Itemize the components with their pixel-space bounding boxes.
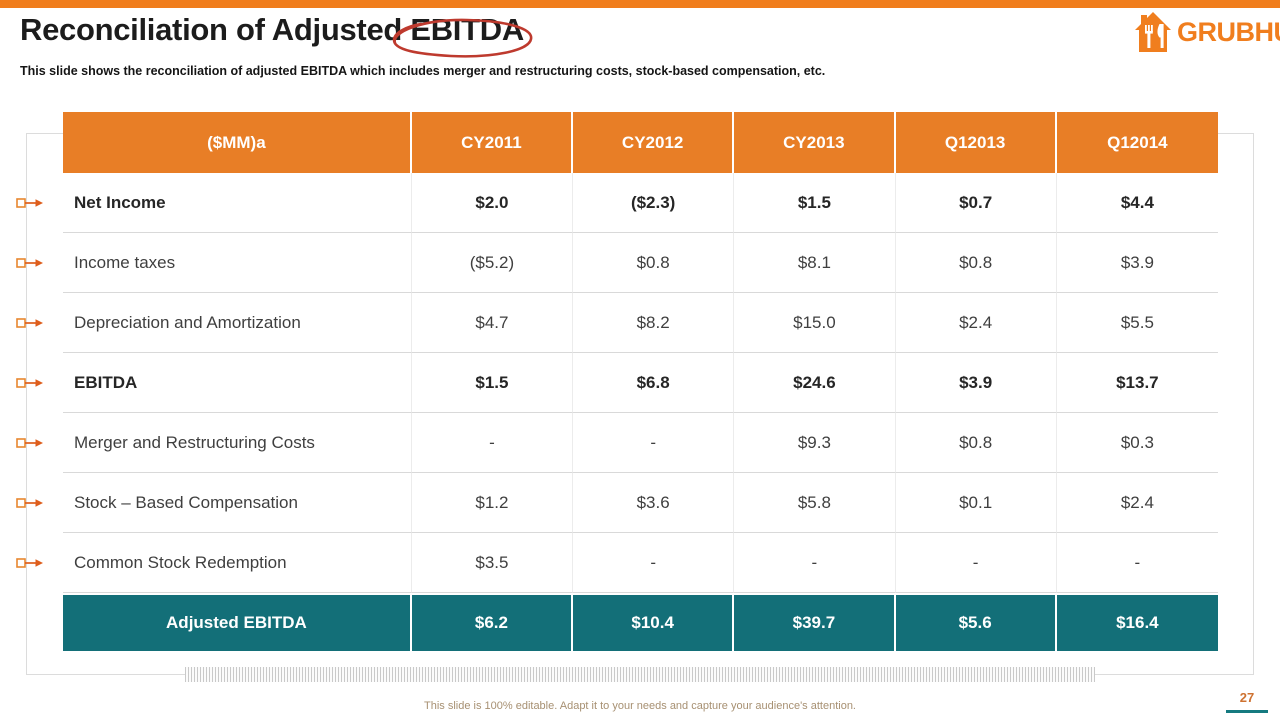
cell-value: - [411,413,574,473]
table-total-row: Adjusted EBITDA $6.2 $10.4 $39.7 $5.6 $1… [63,593,1218,651]
cell-value: $10.4 [573,593,735,651]
table-header-row: ($MM)a CY2011 CY2012 CY2013 Q12013 Q1201… [63,112,1218,173]
row-label: Depreciation and Amortization [63,293,412,353]
table-row: EBITDA $1.5 $6.8 $24.6 $3.9 $13.7 [63,353,1218,413]
grubhub-logo: GRUBHUB [1134,11,1280,53]
cell-value: $6.8 [573,353,735,413]
row-pointer-arrow-icon [16,198,43,208]
cell-value: $2.4 [1056,473,1218,533]
row-label: EBITDA [63,353,412,413]
cell-value: ($5.2) [411,233,574,293]
row-label: Net Income [63,173,412,233]
cell-value: $2.4 [895,293,1057,353]
cell-value: $15.0 [734,293,896,353]
grubhub-house-icon [1135,12,1171,52]
row-label: Merger and Restructuring Costs [63,413,412,473]
table-row: Common Stock Redemption $3.5 - - - - [63,533,1218,593]
cell-value: $16.4 [1056,593,1218,651]
cell-value: $5.6 [895,593,1057,651]
column-header: Q12014 [1056,112,1218,173]
cell-value: $8.2 [573,293,735,353]
row-pointer-arrow-icon [16,258,43,268]
cell-value: $1.5 [734,173,896,233]
footer-note: This slide is 100% editable. Adapt it to… [424,700,856,712]
cell-value: $2.0 [411,173,574,233]
cell-value: $0.3 [1056,413,1218,473]
table-row: Merger and Restructuring Costs - - $9.3 … [63,413,1218,473]
cell-value: $0.7 [895,173,1057,233]
cell-value: $3.9 [1056,233,1218,293]
cell-value: $8.1 [734,233,896,293]
column-header: CY2012 [573,112,735,173]
row-pointer-arrow-icon [16,498,43,508]
cell-value: $5.8 [734,473,896,533]
cell-value: $0.8 [573,233,735,293]
cell-value: - [1056,533,1218,593]
table-row: Depreciation and Amortization $4.7 $8.2 … [63,293,1218,353]
row-pointer-arrow-icon [16,378,43,388]
cell-value: $1.5 [411,353,574,413]
grubhub-logo-text: GRUBHUB [1177,16,1280,47]
cell-value: $3.9 [895,353,1057,413]
row-pointer-arrow-icon [16,558,43,568]
cell-value: - [895,533,1057,593]
cell-value: $4.4 [1056,173,1218,233]
ebitda-reconciliation-table: ($MM)a CY2011 CY2012 CY2013 Q12013 Q1201… [63,112,1218,651]
total-row-label: Adjusted EBITDA [63,593,412,651]
column-header: CY2013 [734,112,896,173]
cell-value: $0.8 [895,413,1057,473]
table-row: Net Income $2.0 ($2.3) $1.5 $0.7 $4.4 [63,173,1218,233]
top-accent-bar [0,0,1280,8]
row-pointer-arrow-icon [16,438,43,448]
cell-value: ($2.3) [573,173,735,233]
barcode-divider [185,667,1095,682]
cell-value: $39.7 [734,593,896,651]
slide-subtitle: This slide shows the reconciliation of a… [20,64,826,78]
column-header: ($MM)a [63,112,412,173]
cell-value: $5.5 [1056,293,1218,353]
cell-value: $13.7 [1056,353,1218,413]
row-label: Stock – Based Compensation [63,473,412,533]
cell-value: $4.7 [411,293,574,353]
cell-value: - [734,533,896,593]
cell-value: $6.2 [411,593,574,651]
cell-value: $24.6 [734,353,896,413]
column-header: CY2011 [411,112,574,173]
cell-value: - [573,413,735,473]
page-number-underline [1226,710,1268,713]
row-label: Common Stock Redemption [63,533,412,593]
row-pointer-arrow-icon [16,318,43,328]
row-label: Income taxes [63,233,412,293]
page-number: 27 [1239,690,1255,705]
cell-value: $0.8 [895,233,1057,293]
cell-value: $3.6 [573,473,735,533]
cell-value: $9.3 [734,413,896,473]
cell-value: $1.2 [411,473,574,533]
cell-value: - [573,533,735,593]
table-row: Stock – Based Compensation $1.2 $3.6 $5.… [63,473,1218,533]
column-header: Q12013 [895,112,1057,173]
table-row: Income taxes ($5.2) $0.8 $8.1 $0.8 $3.9 [63,233,1218,293]
cell-value: $3.5 [411,533,574,593]
slide-title: Reconciliation of Adjusted EBITDA [20,12,524,47]
cell-value: $0.1 [895,473,1057,533]
